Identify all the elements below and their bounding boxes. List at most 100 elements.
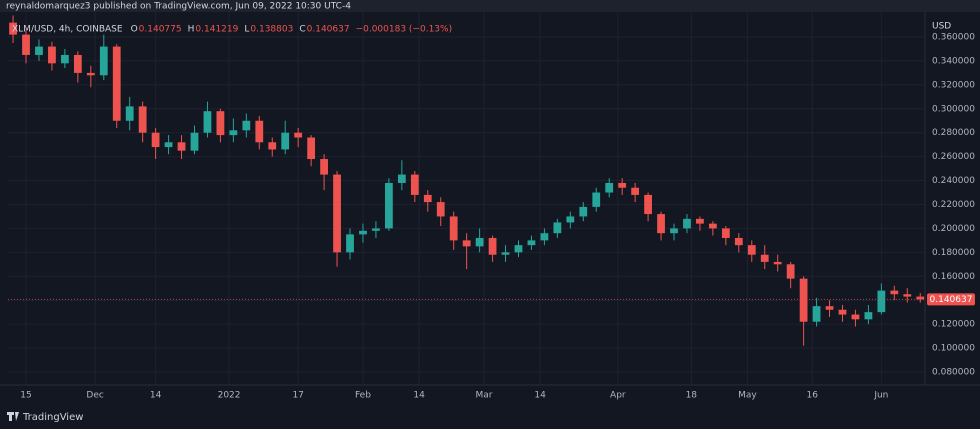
y-tick-label: 0.280000	[932, 128, 975, 138]
y-tick-label: 0.340000	[932, 56, 975, 66]
x-tick-label: 14	[413, 391, 425, 401]
x-tick-label: Jun	[873, 391, 888, 401]
y-tick-label: 0.360000	[932, 33, 975, 43]
x-tick-label: May	[738, 391, 757, 401]
candle-body	[255, 120, 264, 143]
ohlc-key: C	[299, 25, 305, 35]
candle-body	[670, 228, 678, 234]
x-tick-label: Apr	[610, 391, 626, 401]
candle-body	[916, 296, 925, 300]
candle-body	[760, 254, 769, 262]
ohlc-value: 0.140637	[307, 25, 350, 35]
candle-body	[709, 223, 717, 229]
y-tick-label: 0.180000	[932, 248, 975, 258]
usd-box	[926, 19, 980, 33]
candle-body	[592, 192, 601, 207]
candle-body	[372, 228, 380, 231]
y-tick-label: 0.260000	[932, 152, 975, 162]
top-bar	[0, 0, 980, 12]
candle-body	[657, 214, 665, 234]
candle-body	[423, 194, 432, 203]
candle-body	[229, 130, 238, 136]
ohlc-key: O	[131, 25, 138, 35]
candles	[9, 15, 925, 346]
candle-body	[307, 137, 316, 160]
candle-body	[125, 106, 134, 121]
candle-body	[462, 240, 471, 247]
candle-body	[242, 120, 251, 131]
x-tick-label: Dec	[86, 391, 103, 401]
ohlc-value: 0.138803	[250, 25, 293, 35]
candle-body	[397, 174, 406, 183]
y-tick-label: 0.240000	[932, 176, 975, 186]
candle-body	[683, 218, 691, 229]
labels: 0.0800000.1000000.1200000.1400000.160000…	[8, 19, 980, 401]
candle-body	[527, 240, 536, 246]
y-axis-unit: USD	[932, 22, 951, 32]
y-tick-label: 0.220000	[932, 200, 975, 210]
last-price-label: 0.140637	[930, 295, 973, 305]
candle-body	[721, 228, 730, 238]
candle-body	[410, 174, 419, 195]
candle-body	[488, 237, 497, 255]
x-tick-label: 2022	[218, 391, 241, 401]
candle-body	[449, 216, 458, 241]
symbol: XLM/USD, 4h, COINBASE	[12, 25, 123, 35]
y-tick-label: 0.080000	[932, 367, 975, 377]
x-tick-label: 14	[534, 391, 546, 401]
grid	[8, 12, 925, 385]
candle-body	[514, 245, 523, 253]
candle-body	[112, 46, 121, 121]
candle-body	[216, 111, 225, 136]
ohlc-value: 0.140775	[139, 25, 182, 35]
candle-body	[294, 132, 303, 138]
candle-body	[890, 290, 899, 295]
candle-body	[164, 142, 173, 148]
y-tick-label: 0.200000	[932, 224, 975, 234]
x-tick-label: 17	[292, 391, 303, 401]
candle-body	[333, 174, 341, 253]
candle-body	[812, 306, 821, 322]
y-tick-label: 0.100000	[932, 344, 975, 354]
candle-body	[696, 218, 704, 224]
y-tick-label: 0.160000	[932, 272, 975, 282]
candle-body	[48, 46, 56, 64]
footer-brand: TradingView	[22, 412, 83, 423]
footer	[0, 405, 980, 429]
candle-body	[475, 237, 484, 247]
candle-body	[631, 187, 640, 195]
candle-body	[203, 111, 212, 133]
candle-body	[566, 216, 575, 223]
candle-body	[138, 106, 147, 133]
candle-body	[786, 264, 795, 279]
candle-body	[877, 290, 886, 313]
candle-body	[190, 132, 199, 151]
candle-body	[346, 234, 354, 253]
candle-body	[151, 132, 160, 148]
candle-body	[35, 46, 43, 55]
candle-body	[618, 182, 627, 188]
candle-body	[86, 72, 95, 76]
y-tick-label: 0.300000	[932, 104, 975, 114]
candle-body	[825, 306, 834, 310]
tv-logo	[7, 412, 19, 421]
candle-body	[799, 278, 808, 322]
candle-body	[903, 294, 912, 297]
x-tick-label: Feb	[355, 391, 371, 401]
candle-body	[268, 142, 277, 150]
y-tick-label: 0.120000	[932, 320, 975, 330]
last-price-box	[927, 293, 975, 306]
candle-body	[838, 309, 847, 315]
candle-body	[851, 314, 860, 320]
ohlc-key: L	[244, 25, 249, 35]
publisher-line: reynaldomarquez3 published on TradingVie…	[6, 2, 351, 12]
candle-body	[436, 202, 445, 217]
candle-body	[385, 182, 393, 229]
candle-body	[644, 194, 652, 215]
candle-body	[177, 142, 186, 151]
candle-body	[281, 132, 290, 150]
candle-body	[501, 252, 510, 255]
change: −0.000183 (−0.13%)	[356, 25, 453, 35]
